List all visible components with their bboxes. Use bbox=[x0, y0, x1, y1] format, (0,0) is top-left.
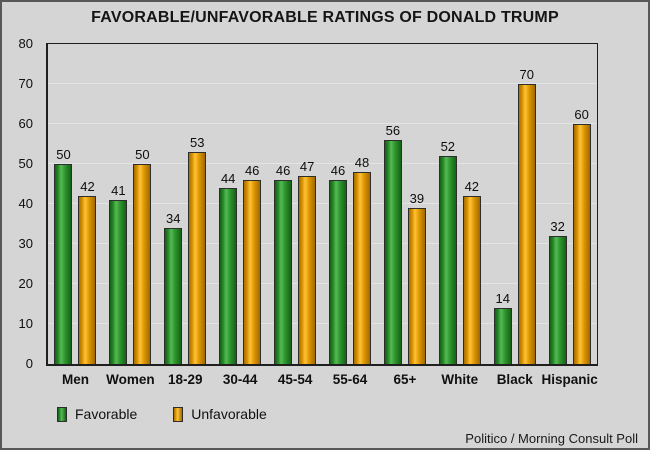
category-label: 45-54 bbox=[277, 372, 313, 387]
legend-item-unfavorable: Unfavorable bbox=[173, 406, 267, 422]
bar-value-label: 46 bbox=[330, 163, 346, 178]
legend: Favorable Unfavorable bbox=[57, 406, 267, 422]
bar-favorable-men: 50 bbox=[54, 148, 73, 364]
bar-favorable-black: 14 bbox=[493, 292, 512, 364]
bar-unfavorable-white: 42 bbox=[462, 180, 481, 364]
category-label: 55-64 bbox=[332, 372, 368, 387]
category-label: White bbox=[441, 372, 479, 387]
y-tick-label: 70 bbox=[18, 76, 33, 91]
gridline bbox=[48, 283, 597, 284]
category-label: Men bbox=[61, 372, 89, 387]
gridline bbox=[48, 123, 597, 124]
bar-favorable-hispanic: 32 bbox=[548, 220, 567, 364]
category-group: 46 48 55-64 bbox=[323, 44, 378, 387]
bar-value-label: 44 bbox=[220, 171, 236, 186]
y-tick-label: 50 bbox=[18, 156, 33, 171]
category-label: 65+ bbox=[393, 372, 417, 387]
category-group: 56 39 65+ bbox=[377, 44, 432, 387]
legend-item-favorable: Favorable bbox=[57, 406, 137, 422]
bar-groups: 50 42 Men 41 50 Women 34 53 18-29 44 46 30-44 46 47 45… bbox=[48, 44, 598, 388]
bar-value-label: 50 bbox=[135, 147, 150, 162]
plot-area: 50 42 Men 41 50 Women 34 53 18-29 44 46 30-44 46 47 45… bbox=[46, 43, 598, 388]
gridline bbox=[48, 83, 597, 84]
legend-label: Unfavorable bbox=[191, 406, 267, 422]
y-tick-label: 30 bbox=[18, 236, 33, 251]
bar-unfavorable-45-54: 47 bbox=[298, 160, 317, 364]
bar-value-label: 32 bbox=[550, 219, 565, 234]
category-label: Black bbox=[496, 372, 533, 387]
legend-label: Favorable bbox=[75, 406, 138, 422]
bar-favorable-18-29: 34 bbox=[164, 212, 183, 364]
bar-unfavorable-men: 42 bbox=[78, 180, 97, 364]
source-attribution: Politico / Morning Consult Poll bbox=[465, 431, 638, 446]
category-label: 18-29 bbox=[168, 372, 203, 387]
bar-favorable-55-64: 46 bbox=[328, 164, 347, 364]
bar-value-label: 47 bbox=[299, 159, 315, 174]
category-group: 52 42 White bbox=[432, 44, 487, 387]
bar-favorable-women: 41 bbox=[109, 184, 128, 364]
y-axis: 0 10 20 30 40 50 60 70 80 bbox=[2, 36, 40, 371]
category-label: Women bbox=[106, 372, 155, 387]
category-group: 32 60 Hispanic bbox=[541, 44, 597, 388]
bar-unfavorable-18-29: 53 bbox=[188, 136, 207, 364]
bar-favorable-30-44: 44 bbox=[219, 172, 238, 364]
y-tick-label: 60 bbox=[18, 116, 33, 131]
category-group: 14 70 Black bbox=[487, 44, 542, 387]
bar-value-label: 60 bbox=[574, 107, 589, 122]
bar-value-label: 53 bbox=[190, 135, 205, 150]
gridline bbox=[48, 163, 597, 164]
y-tick-label: 20 bbox=[18, 276, 33, 291]
category-group: 34 53 18-29 bbox=[158, 44, 213, 387]
y-tick-label: 80 bbox=[18, 36, 33, 51]
bar-value-label: 34 bbox=[166, 211, 181, 226]
legend-swatch-icon bbox=[173, 406, 184, 422]
category-group: 44 46 30-44 bbox=[213, 44, 268, 387]
bar-unfavorable-black: 70 bbox=[517, 68, 536, 364]
gridline bbox=[48, 243, 597, 244]
bar-value-label: 46 bbox=[275, 163, 291, 178]
bar-favorable-65+: 56 bbox=[383, 124, 402, 364]
bar-value-label: 39 bbox=[409, 191, 425, 206]
bar-value-label: 70 bbox=[519, 67, 534, 82]
bar-favorable-white: 52 bbox=[438, 140, 457, 364]
y-tick-label: 10 bbox=[18, 316, 33, 331]
category-label: 30-44 bbox=[222, 372, 258, 387]
gridline bbox=[48, 323, 597, 324]
bar-value-label: 46 bbox=[244, 163, 260, 178]
y-tick-label: 0 bbox=[25, 356, 33, 371]
bar-value-label: 56 bbox=[385, 123, 401, 138]
bar-unfavorable-65+: 39 bbox=[407, 192, 426, 364]
chart-title: FAVORABLE/UNFAVORABLE RATINGS OF DONALD … bbox=[91, 9, 559, 26]
bar-value-label: 42 bbox=[464, 179, 480, 194]
bar-favorable-45-54: 46 bbox=[274, 164, 293, 364]
category-group: 46 47 45-54 bbox=[268, 44, 323, 387]
legend-swatch-icon bbox=[57, 406, 67, 422]
bar-unfavorable-55-64: 48 bbox=[352, 156, 371, 364]
category-group: 50 42 Men bbox=[48, 44, 103, 387]
bar-unfavorable-30-44: 46 bbox=[243, 164, 262, 364]
gridline bbox=[48, 203, 597, 204]
bar-value-label: 48 bbox=[354, 155, 370, 170]
bar-unfavorable-women: 50 bbox=[133, 148, 152, 364]
bar-value-label: 52 bbox=[440, 139, 456, 154]
y-tick-label: 40 bbox=[18, 196, 33, 211]
bar-value-label: 50 bbox=[56, 147, 71, 162]
bar-value-label: 41 bbox=[111, 183, 126, 198]
category-label: Hispanic bbox=[541, 372, 598, 387]
category-group: 41 50 Women bbox=[103, 44, 158, 388]
bar-unfavorable-hispanic: 60 bbox=[572, 108, 591, 364]
bar-value-label: 14 bbox=[495, 291, 510, 306]
bar-value-label: 42 bbox=[80, 179, 95, 194]
